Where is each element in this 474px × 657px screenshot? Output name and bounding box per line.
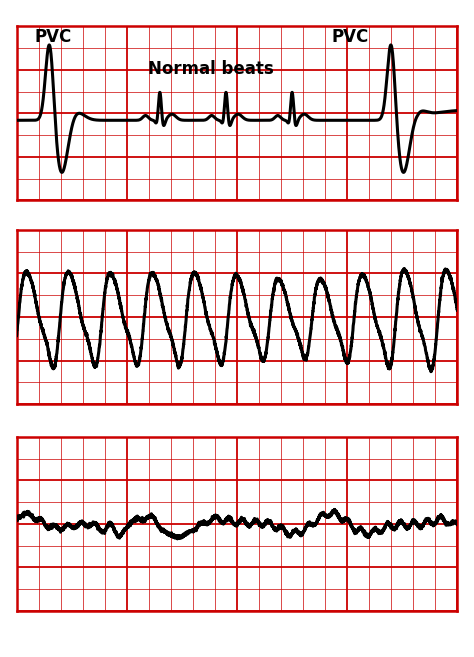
- Text: Normal beats: Normal beats: [148, 60, 273, 78]
- Text: PVC: PVC: [332, 28, 369, 45]
- Text: PVC: PVC: [34, 28, 72, 45]
